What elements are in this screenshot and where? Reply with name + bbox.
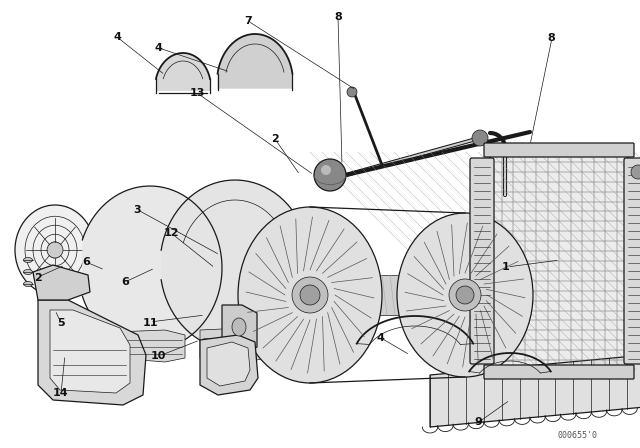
Polygon shape (207, 342, 250, 386)
Ellipse shape (347, 87, 357, 97)
FancyBboxPatch shape (490, 152, 628, 370)
Text: 14: 14 (53, 388, 68, 398)
Polygon shape (156, 53, 210, 91)
Text: 4: 4 (155, 43, 163, 53)
Polygon shape (83, 186, 222, 350)
Text: 5: 5 (57, 318, 65, 327)
Circle shape (300, 285, 320, 305)
Text: 11: 11 (143, 318, 158, 327)
Ellipse shape (15, 205, 95, 295)
Polygon shape (33, 265, 90, 300)
Ellipse shape (397, 213, 533, 377)
Ellipse shape (232, 318, 246, 336)
Text: 7: 7 (244, 16, 252, 26)
Polygon shape (161, 180, 310, 350)
Ellipse shape (238, 207, 382, 383)
Text: 2: 2 (271, 134, 279, 144)
FancyBboxPatch shape (484, 143, 634, 157)
Text: 4: 4 (377, 333, 385, 343)
Ellipse shape (24, 270, 33, 275)
Polygon shape (430, 355, 640, 427)
Polygon shape (222, 305, 257, 355)
Circle shape (456, 286, 474, 304)
FancyBboxPatch shape (624, 158, 640, 364)
Polygon shape (200, 335, 258, 395)
FancyBboxPatch shape (470, 158, 494, 364)
Text: 6: 6 (83, 257, 90, 267)
Text: 8: 8 (334, 12, 342, 22)
Text: 10: 10 (151, 351, 166, 361)
Polygon shape (310, 275, 465, 315)
Circle shape (321, 165, 331, 175)
Circle shape (292, 277, 328, 313)
Circle shape (47, 242, 63, 258)
Text: 9: 9 (475, 417, 483, 427)
Circle shape (314, 159, 346, 191)
Text: 13: 13 (189, 88, 205, 98)
Ellipse shape (24, 258, 33, 263)
Text: 8: 8 (548, 33, 556, 43)
Text: 1: 1 (502, 262, 509, 271)
Text: 4: 4 (113, 32, 121, 42)
Polygon shape (218, 34, 292, 89)
Ellipse shape (24, 281, 33, 287)
Polygon shape (38, 300, 146, 405)
FancyBboxPatch shape (484, 365, 634, 379)
Text: 3: 3 (134, 205, 141, 215)
Polygon shape (115, 330, 185, 362)
Circle shape (472, 130, 488, 146)
Text: 000655'0: 000655'0 (558, 431, 598, 439)
Circle shape (449, 279, 481, 311)
Text: 6: 6 (121, 277, 129, 287)
Text: 2: 2 (35, 273, 42, 283)
Text: 12: 12 (164, 228, 179, 238)
Polygon shape (50, 310, 130, 393)
Polygon shape (200, 328, 268, 362)
Circle shape (631, 165, 640, 179)
